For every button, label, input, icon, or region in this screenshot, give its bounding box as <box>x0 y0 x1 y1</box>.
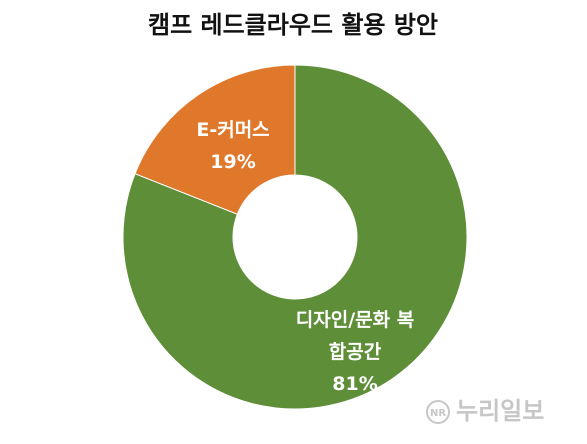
value-label: 19% <box>210 151 256 173</box>
category-label: 디자인/문화 복합공간 <box>295 309 415 363</box>
slice-label: E-커머스 19% <box>178 114 288 178</box>
donut-slice <box>134 64 296 215</box>
slices <box>122 64 468 410</box>
chart-title: 캠프 레드클라우드 활용 방안 <box>148 11 438 39</box>
value-label: 81% <box>332 373 378 395</box>
slice-label: 디자인/문화 복합공간 81% <box>290 304 420 400</box>
watermark-logo-ring <box>426 400 450 424</box>
donut-slice <box>122 64 468 410</box>
watermark: NR 누리일보 <box>426 397 544 425</box>
watermark-logo: NR <box>430 408 446 419</box>
watermark-text: 누리일보 <box>456 397 544 425</box>
category-label: E-커머스 <box>196 119 270 141</box>
